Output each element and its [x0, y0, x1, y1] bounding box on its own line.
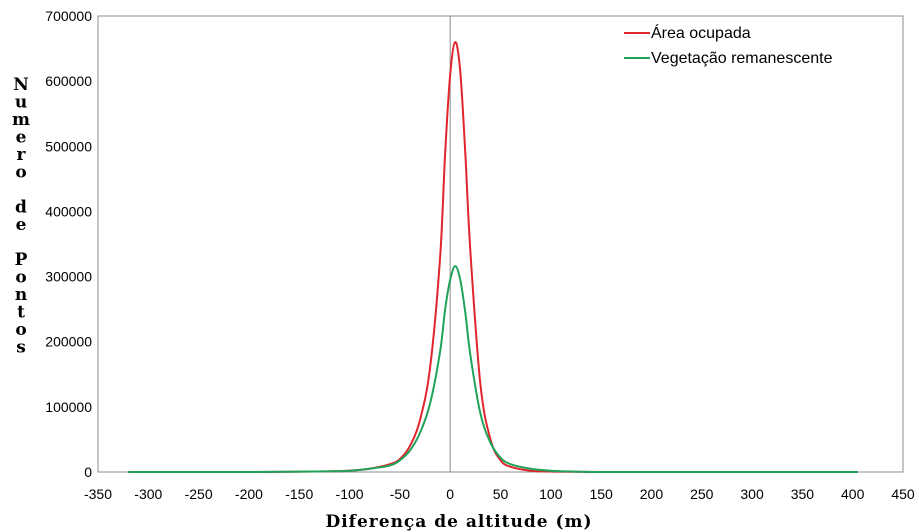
y-axis-title-letter: P — [15, 250, 28, 270]
y-axis-title-letter: o — [15, 320, 26, 340]
x-tick-label: -350 — [84, 486, 112, 502]
y-tick-label: 700000 — [45, 8, 92, 24]
y-axis-title-letter: d — [15, 198, 27, 218]
x-tick-label: -150 — [285, 486, 313, 502]
x-tick-label: 350 — [791, 486, 815, 502]
x-tick-label: -100 — [336, 486, 364, 502]
series-line-1 — [128, 41, 858, 473]
y-axis-title-letter: u — [15, 93, 27, 113]
x-tick-label: -200 — [235, 486, 263, 502]
y-tick-label: 100000 — [45, 399, 92, 415]
x-tick-label: 150 — [589, 486, 613, 502]
series-line-2 — [128, 265, 858, 473]
legend-label-1: Área ocupada — [651, 23, 751, 42]
series-layer — [128, 41, 858, 473]
y-tick-label: 200000 — [45, 334, 92, 350]
x-tick-label: 400 — [841, 486, 865, 502]
legend-label-2: Vegetação remanescente — [651, 50, 833, 67]
y-axis-title-letter: n — [15, 285, 27, 305]
y-axis-title-letter: m — [12, 110, 30, 130]
x-tick-label: 250 — [690, 486, 714, 502]
y-axis-title-letter: t — [17, 303, 25, 323]
x-axis-tick-labels: -350 -300 -250 -200 -150 -100 -50 0 50 100 150 200 2… — [84, 486, 915, 502]
x-tick-label: 50 — [493, 486, 509, 502]
x-axis-title: Diferença de altitude (m) — [325, 512, 592, 532]
x-tick-label: -250 — [185, 486, 213, 502]
x-tick-label: -300 — [134, 486, 162, 502]
x-tick-label: 0 — [446, 486, 454, 502]
x-tick-label: 450 — [891, 486, 915, 502]
y-axis-title-letter: o — [15, 163, 26, 183]
x-tick-label: 300 — [740, 486, 764, 502]
x-tick-label: 200 — [640, 486, 664, 502]
y-axis-title-letter: e — [16, 215, 27, 235]
x-tick-label: -50 — [390, 486, 410, 502]
y-axis-title-letter: s — [16, 338, 26, 358]
y-axis-title-letter: r — [17, 145, 27, 165]
plot-frame — [97, 15, 904, 473]
y-axis-title-letter: e — [16, 128, 27, 148]
x-tick-label: 100 — [539, 486, 563, 502]
y-tick-label: 400000 — [45, 203, 92, 219]
y-axis-title-letter: o — [15, 268, 26, 288]
y-tick-label: 0 — [84, 464, 92, 480]
y-axis-tick-labels: 0 100000 200000 300000 400000 500000 600000 700… — [45, 8, 92, 480]
y-axis-title-letter: N — [13, 75, 29, 95]
y-tick-label: 300000 — [45, 269, 92, 285]
legend: Área ocupada Vegetação remanescente — [624, 23, 833, 67]
y-tick-label: 500000 — [45, 138, 92, 154]
y-tick-label: 600000 — [45, 73, 92, 89]
